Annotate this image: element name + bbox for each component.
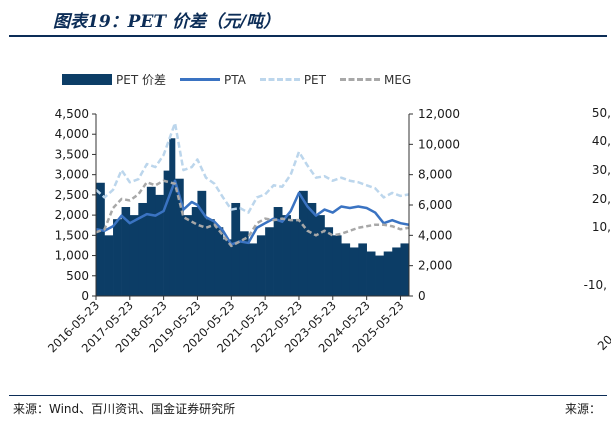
bar [146,186,156,296]
bar [197,190,207,296]
bar [239,231,249,296]
legend-swatch-spread [62,74,112,85]
left-tick-label: 500 [66,269,89,283]
bar [223,239,232,296]
legend-label-spread: PET 价差 [116,73,166,87]
legend-swatch-meg [339,78,380,81]
series-line-pta [95,179,410,246]
legend-label-pta: PTA [223,72,246,87]
bar [392,247,401,296]
legend-label-meg: MEG [383,72,412,87]
right-tick-label: 8,000 [418,168,452,182]
bar [214,227,224,296]
clipped-axis-tick: 30, [591,163,611,177]
bar [324,227,334,296]
left-tick-label: 1,000 [55,249,89,263]
left-tick-label: 2,000 [55,208,89,222]
bar [341,243,351,296]
legend-item-meg: MEG [339,72,412,87]
bar [104,235,114,296]
legend-item-spread: PET 价差 [62,71,166,88]
source-note-right: 来源： [565,402,602,416]
right-tick-label: 12,000 [418,107,460,121]
bar [191,207,198,296]
right-tick-label: 6,000 [418,198,452,212]
legend-swatch-pet [259,78,300,81]
legend-item-pet: PET [259,72,326,87]
bar [265,227,274,296]
bar [231,202,241,296]
bar [400,243,410,296]
figure-title: 图表19：PET 价差（元/吨） [53,12,281,32]
bar [138,202,148,296]
right-tick-label: 10,000 [418,137,460,151]
bar [349,247,359,296]
bar [282,215,292,296]
clipped-axis-tick: 50, [591,106,611,120]
bar [366,251,376,296]
bar [298,190,308,296]
bar [163,170,170,296]
bar [256,235,266,296]
legend-swatch-pta [179,78,220,81]
series-line-pet [95,121,410,214]
bar [183,215,193,296]
left-tick-label: 0 [81,289,89,303]
left-tick-label: 4,500 [55,107,89,121]
bar [375,255,385,296]
bar [96,182,105,296]
bottom-rule [9,395,607,396]
clipped-axis-tick: 20, [591,192,611,206]
clipped-axis-tick: -10, [583,278,607,292]
bar [155,194,164,296]
bar [248,243,258,296]
bar [169,138,176,296]
bar [383,251,393,296]
bar [290,219,300,296]
bar [175,178,184,296]
bar [358,243,367,296]
bar [205,219,215,296]
clipped-axis-tick: 10, [591,220,611,234]
bar [129,215,139,296]
clipped-axis-tick: 40, [591,134,611,148]
right-tick-label: 4,000 [418,228,452,242]
bar [332,235,342,296]
source-note: 来源：Wind、百川资讯、国金证券研究所 [13,402,236,416]
legend-item-pta: PTA [179,72,246,87]
left-tick-label: 3,500 [55,147,89,161]
legend: PET 价差 PTA PET MEG [62,71,425,88]
top-rule [9,35,607,37]
bar [113,219,122,296]
bar [307,202,317,296]
left-tick-label: 3,000 [55,168,89,182]
bar [121,207,131,296]
right-tick-label: 2,000 [418,259,452,273]
bar [273,207,283,296]
right-tick-label: 0 [418,289,426,303]
legend-label-pet: PET [303,72,326,87]
bar [316,215,325,296]
left-tick-label: 4,000 [55,127,89,141]
left-tick-label: 1,500 [55,228,89,242]
left-tick-label: 2,500 [55,188,89,202]
